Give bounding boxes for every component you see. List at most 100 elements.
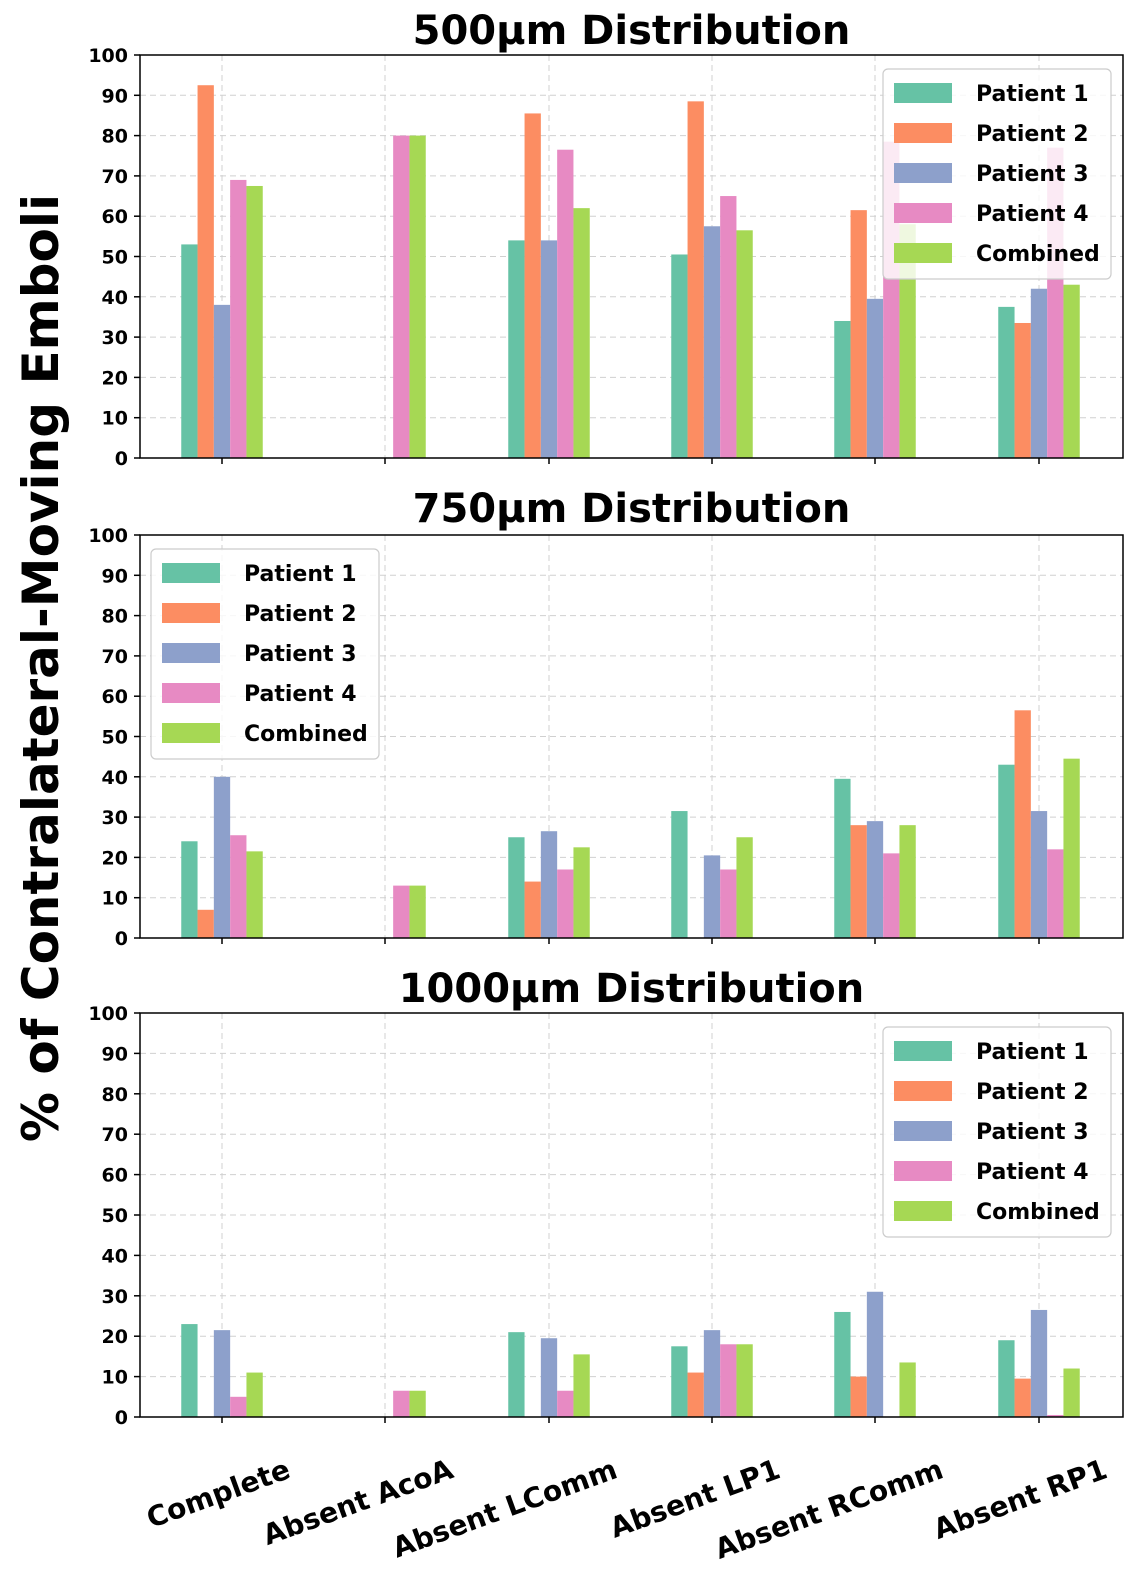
y-tick-label: 60 <box>102 1165 128 1187</box>
bar <box>508 240 525 458</box>
legend-swatch <box>894 1041 952 1061</box>
bar <box>524 881 541 938</box>
y-tick-label: 80 <box>102 606 128 628</box>
bar <box>736 837 753 938</box>
bar <box>1030 288 1048 458</box>
bar <box>1047 849 1064 938</box>
x-tick-label: Absent RP1 <box>929 1453 1111 1546</box>
bar <box>899 224 916 458</box>
legend-swatch <box>162 683 220 703</box>
legend-label: Patient 1 <box>976 1040 1089 1065</box>
legend-label: Patient 4 <box>976 202 1089 227</box>
legend-swatch <box>162 563 220 583</box>
bar <box>834 1311 851 1417</box>
bar <box>703 226 721 458</box>
bar <box>409 1390 426 1417</box>
bar <box>834 320 851 458</box>
bar <box>540 831 558 938</box>
bar <box>540 1338 558 1417</box>
legend-label: Patient 4 <box>244 682 357 707</box>
bar <box>181 244 198 458</box>
bar <box>850 210 867 458</box>
chart-title: 1000μm Distribution <box>399 966 865 1012</box>
bar <box>1063 758 1080 938</box>
legend-swatch <box>894 243 952 263</box>
y-tick-label: 60 <box>102 686 128 708</box>
y-tick-label: 10 <box>102 408 128 430</box>
bar <box>409 885 426 938</box>
bar <box>720 1344 737 1417</box>
y-tick-label: 90 <box>102 1043 128 1065</box>
y-tick-label: 80 <box>102 126 128 148</box>
bar <box>866 1291 884 1417</box>
legend-swatch <box>162 643 220 663</box>
bar <box>720 196 737 459</box>
legend-swatch <box>894 1161 952 1181</box>
bar <box>703 855 721 938</box>
bar <box>213 1330 231 1417</box>
bar <box>573 208 590 458</box>
bar <box>671 254 688 458</box>
legend-label: Patient 1 <box>976 82 1089 107</box>
legend-swatch <box>894 83 952 103</box>
bar <box>393 885 410 938</box>
bar <box>998 764 1015 938</box>
legend: Patient 1 Patient 2 Patient 3 Patient 4 Comb… <box>882 1026 1112 1238</box>
bar <box>197 909 214 938</box>
legend-label: Patient 2 <box>244 602 357 627</box>
y-tick-label: 90 <box>102 85 128 107</box>
bar <box>1030 811 1048 938</box>
chart-title: 500μm Distribution <box>413 8 851 54</box>
bar <box>213 776 231 938</box>
bar <box>181 1324 198 1417</box>
legend-label: Combined <box>976 242 1100 267</box>
legend-swatch <box>894 123 952 143</box>
legend-swatch <box>894 1201 952 1221</box>
bar <box>230 835 247 938</box>
bar <box>393 135 410 458</box>
y-tick-label: 70 <box>102 166 128 188</box>
legend-box <box>882 1026 1112 1238</box>
bar <box>720 869 737 938</box>
legend-label: Patient 4 <box>976 1160 1089 1185</box>
bar <box>850 825 867 938</box>
bar <box>703 1330 721 1417</box>
bar <box>230 1396 247 1417</box>
bar <box>866 821 884 938</box>
bar <box>508 837 525 938</box>
bar <box>1014 322 1031 458</box>
y-tick-label: 40 <box>102 1245 128 1267</box>
y-tick-label: 50 <box>102 247 128 269</box>
panel-1: 0 10 20 30 40 50 60 70 80 90 100 750μm Distribution… <box>88 486 1124 950</box>
y-tick-label: 80 <box>102 1084 128 1106</box>
y-tick-label: 30 <box>102 807 128 829</box>
bar <box>899 1362 916 1417</box>
bar <box>671 811 688 938</box>
y-tick-label: 90 <box>102 565 128 587</box>
bar <box>181 841 198 938</box>
y-tick-label: 30 <box>102 1286 128 1308</box>
bar <box>573 847 590 938</box>
bar <box>540 240 558 458</box>
bar <box>1063 1368 1080 1417</box>
bar <box>736 230 753 458</box>
y-tick-label: 70 <box>102 1124 128 1146</box>
legend-label: Patient 3 <box>976 1120 1089 1145</box>
panel-0: 0 10 20 30 40 50 60 70 80 90 100 500μm Distribution… <box>88 8 1124 470</box>
bar <box>230 179 247 458</box>
bar <box>998 1340 1015 1417</box>
y-tick-label: 0 <box>115 928 128 950</box>
bar <box>1030 1309 1048 1417</box>
bar <box>1047 1414 1064 1417</box>
legend-swatch <box>162 723 220 743</box>
bar <box>1014 710 1031 938</box>
y-tick-label: 10 <box>102 888 128 910</box>
y-tick-label: 100 <box>88 45 128 67</box>
y-tick-label: 60 <box>102 206 128 228</box>
bar <box>998 306 1015 458</box>
legend-label: Patient 3 <box>976 162 1089 187</box>
bar <box>213 304 231 458</box>
y-tick-label: 100 <box>88 1003 128 1025</box>
y-tick-label: 10 <box>102 1367 128 1389</box>
